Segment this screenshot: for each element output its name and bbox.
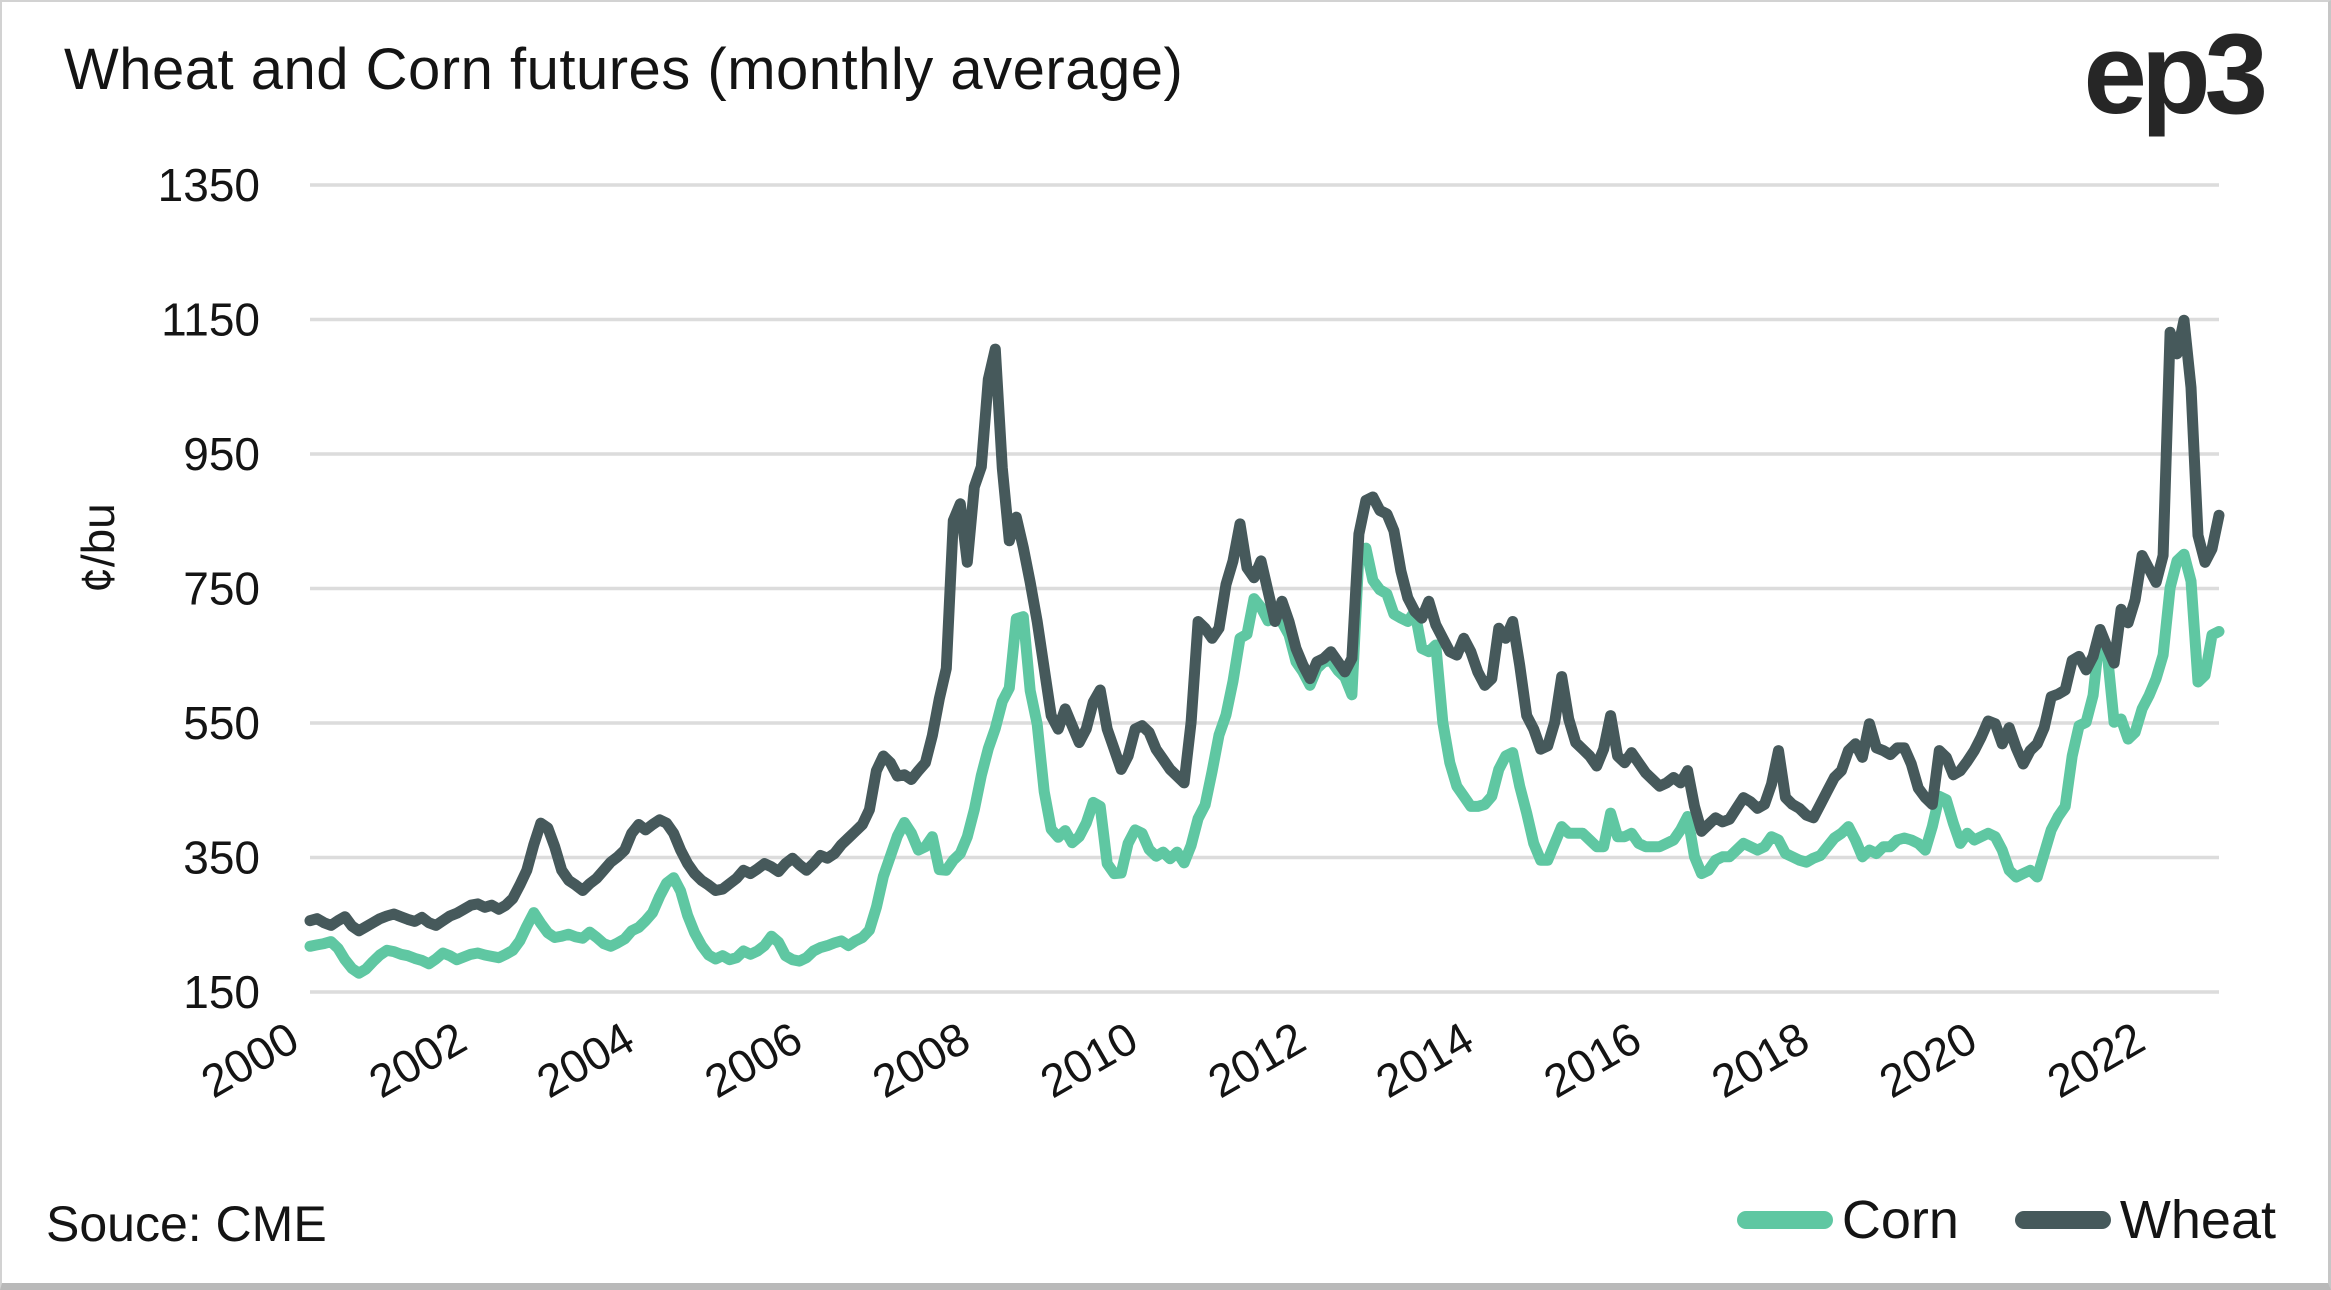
ep3-logo: ep3 <box>2083 11 2268 138</box>
x-tick-label-2004: 2004 <box>528 1012 643 1108</box>
y-tick-label-950: 950 <box>183 428 260 480</box>
legend-item-corn: Corn <box>1736 1189 1959 1251</box>
x-tick-label-2020: 2020 <box>1871 1012 1986 1108</box>
y-tick-label-1350: 1350 <box>158 159 260 211</box>
x-tick-label-2000: 2000 <box>192 1012 307 1108</box>
y-tick-label-350: 350 <box>183 832 260 884</box>
source-note: Souce: CME <box>46 1196 327 1252</box>
wheat-swatch-icon <box>2014 1211 2111 1229</box>
y-tick-label-1150: 1150 <box>161 294 260 346</box>
x-tick-label-2008: 2008 <box>864 1012 979 1108</box>
chart-legend: Corn Wheat <box>1736 1189 2276 1251</box>
x-tick-label-2014: 2014 <box>1367 1012 1482 1108</box>
x-tick-label-2010: 2010 <box>1031 1012 1146 1108</box>
y-tick-label-750: 750 <box>183 563 260 615</box>
legend-label-corn: Corn <box>1841 1190 1959 1250</box>
x-tick-label-2016: 2016 <box>1535 1012 1650 1108</box>
chart-title: Wheat and Corn futures (monthly average) <box>64 37 1184 102</box>
x-tick-label-2022: 2022 <box>2038 1012 2153 1108</box>
legend-label-wheat: Wheat <box>2119 1190 2276 1250</box>
x-tick-label-2006: 2006 <box>696 1012 811 1108</box>
wheat-line <box>304 314 2225 937</box>
y-tick-label-550: 550 <box>183 697 260 749</box>
corn-swatch-icon <box>1736 1211 1833 1229</box>
x-tick-label-2018: 2018 <box>1703 1012 1818 1108</box>
x-tick-label-2012: 2012 <box>1199 1012 1314 1108</box>
legend-item-wheat: Wheat <box>2014 1189 2276 1251</box>
y-tick-label-150: 150 <box>183 966 260 1018</box>
corn-line <box>304 542 2225 979</box>
x-tick-label-2002: 2002 <box>360 1012 475 1108</box>
